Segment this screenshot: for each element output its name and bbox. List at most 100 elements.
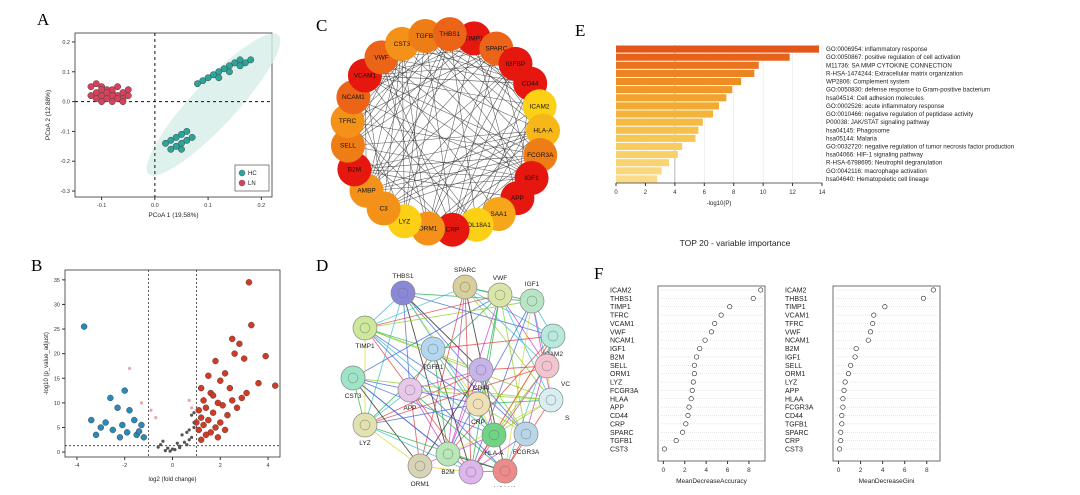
bar (616, 86, 733, 94)
legend-marker (238, 179, 246, 187)
network-node-thbs1: THBS1 (390, 273, 416, 306)
node-circle (432, 17, 467, 52)
network-edge (531, 300, 552, 401)
point-hc (215, 74, 223, 82)
point-up (200, 397, 207, 404)
point-ln (87, 92, 95, 100)
panel-label-c: C (316, 16, 328, 35)
node-label: LYZ (359, 440, 370, 447)
node-structure-icon (359, 419, 371, 431)
node-circle (397, 377, 423, 403)
plot-frame (64, 269, 281, 458)
point-up (224, 411, 231, 419)
point-hc (231, 59, 239, 67)
point-up (205, 416, 212, 424)
node-label: APP (403, 405, 416, 412)
point-up (212, 357, 219, 365)
bar (616, 69, 755, 77)
importance-point (661, 446, 667, 452)
x-axis-title: PCoA 1 (19.58%) (148, 212, 198, 219)
bar (616, 126, 699, 134)
network-edge (409, 389, 506, 472)
network-node-vcam1: VCAM1 (534, 353, 570, 388)
network-edge (419, 286, 466, 467)
node-structure-icon (541, 360, 553, 372)
point-down (135, 428, 143, 435)
node-circle (519, 288, 545, 314)
node-label: CST3 (394, 41, 411, 48)
network-edge (354, 169, 532, 179)
bar-label: GO:0050830: defense response to Gram-pos… (826, 87, 990, 94)
node-label: ICAM2 (543, 351, 563, 358)
node-circle (452, 274, 478, 300)
node-label: B2M (348, 166, 361, 173)
network-edge (409, 389, 421, 467)
node-structure-icon (488, 429, 500, 441)
node-structure-icon (397, 287, 409, 299)
bar-label: R-HSA-6798695: Neutrophil degranulation (826, 160, 943, 167)
network-edge (381, 57, 499, 215)
point-hc (167, 145, 175, 153)
importance-point (709, 329, 715, 335)
importance-point (673, 438, 679, 444)
network-node-tfrc: TFRC (458, 459, 484, 485)
point-up (255, 379, 262, 387)
node-label: TFRC (339, 118, 357, 125)
network-edge (404, 34, 451, 222)
x-tick-label: 2 (219, 463, 222, 469)
network-edge (366, 130, 544, 191)
point-ns (166, 446, 170, 450)
variable-label: TFRC (610, 313, 629, 320)
importance-point (838, 429, 844, 435)
point-up (197, 436, 205, 443)
importance-point (868, 329, 874, 335)
node-label: NCAM1 (494, 486, 517, 487)
importance-point (882, 304, 888, 310)
y-axis-title: PCoA 2 (12.88%) (45, 90, 52, 140)
network-edge (499, 294, 527, 435)
point-up (217, 419, 224, 426)
network-node-app: APP (397, 377, 423, 412)
point-weak (154, 416, 158, 420)
point-ns (173, 448, 177, 452)
bar-label: hsa05144: Malaria (826, 135, 877, 142)
point-up (236, 340, 243, 348)
node-label: IGF1 (524, 175, 539, 182)
importance-point (750, 295, 756, 301)
point-hc (236, 62, 244, 70)
network-edge (401, 43, 429, 229)
network-edge (402, 292, 527, 435)
point-up (221, 426, 229, 434)
variable-label: IGF1 (610, 346, 626, 353)
node-label: TGFBI (416, 33, 435, 40)
node-structure-icon (526, 295, 538, 307)
node-label: VWF (374, 54, 388, 61)
node-label: VCAM1 (561, 381, 570, 388)
network-edge (402, 292, 411, 391)
point-hc (172, 142, 180, 150)
point-hc (199, 77, 207, 85)
importance-point (689, 387, 695, 393)
legend-box (234, 164, 270, 192)
importance-point (845, 371, 851, 377)
point-hc (178, 130, 185, 138)
network-edge (402, 292, 449, 455)
bar-label: GO:0032720: negative regulation of tumor… (826, 144, 1015, 151)
importance-point (702, 337, 708, 343)
node-circle (481, 422, 507, 448)
point-hc (220, 65, 228, 73)
network-edge (353, 96, 532, 179)
point-up (248, 321, 255, 329)
network-edge (347, 33, 450, 146)
point-hc (183, 127, 191, 135)
network-node-crp: CRP (435, 212, 470, 247)
point-hc (194, 80, 201, 88)
network-edge (347, 120, 453, 230)
variable-label: NCAM1 (610, 338, 635, 345)
point-down (102, 419, 109, 426)
point-down (80, 323, 88, 330)
importance-point (680, 429, 686, 435)
variable-label: TFRC (785, 321, 804, 328)
variable-label: CD44 (610, 413, 628, 420)
importance-point (930, 287, 936, 293)
